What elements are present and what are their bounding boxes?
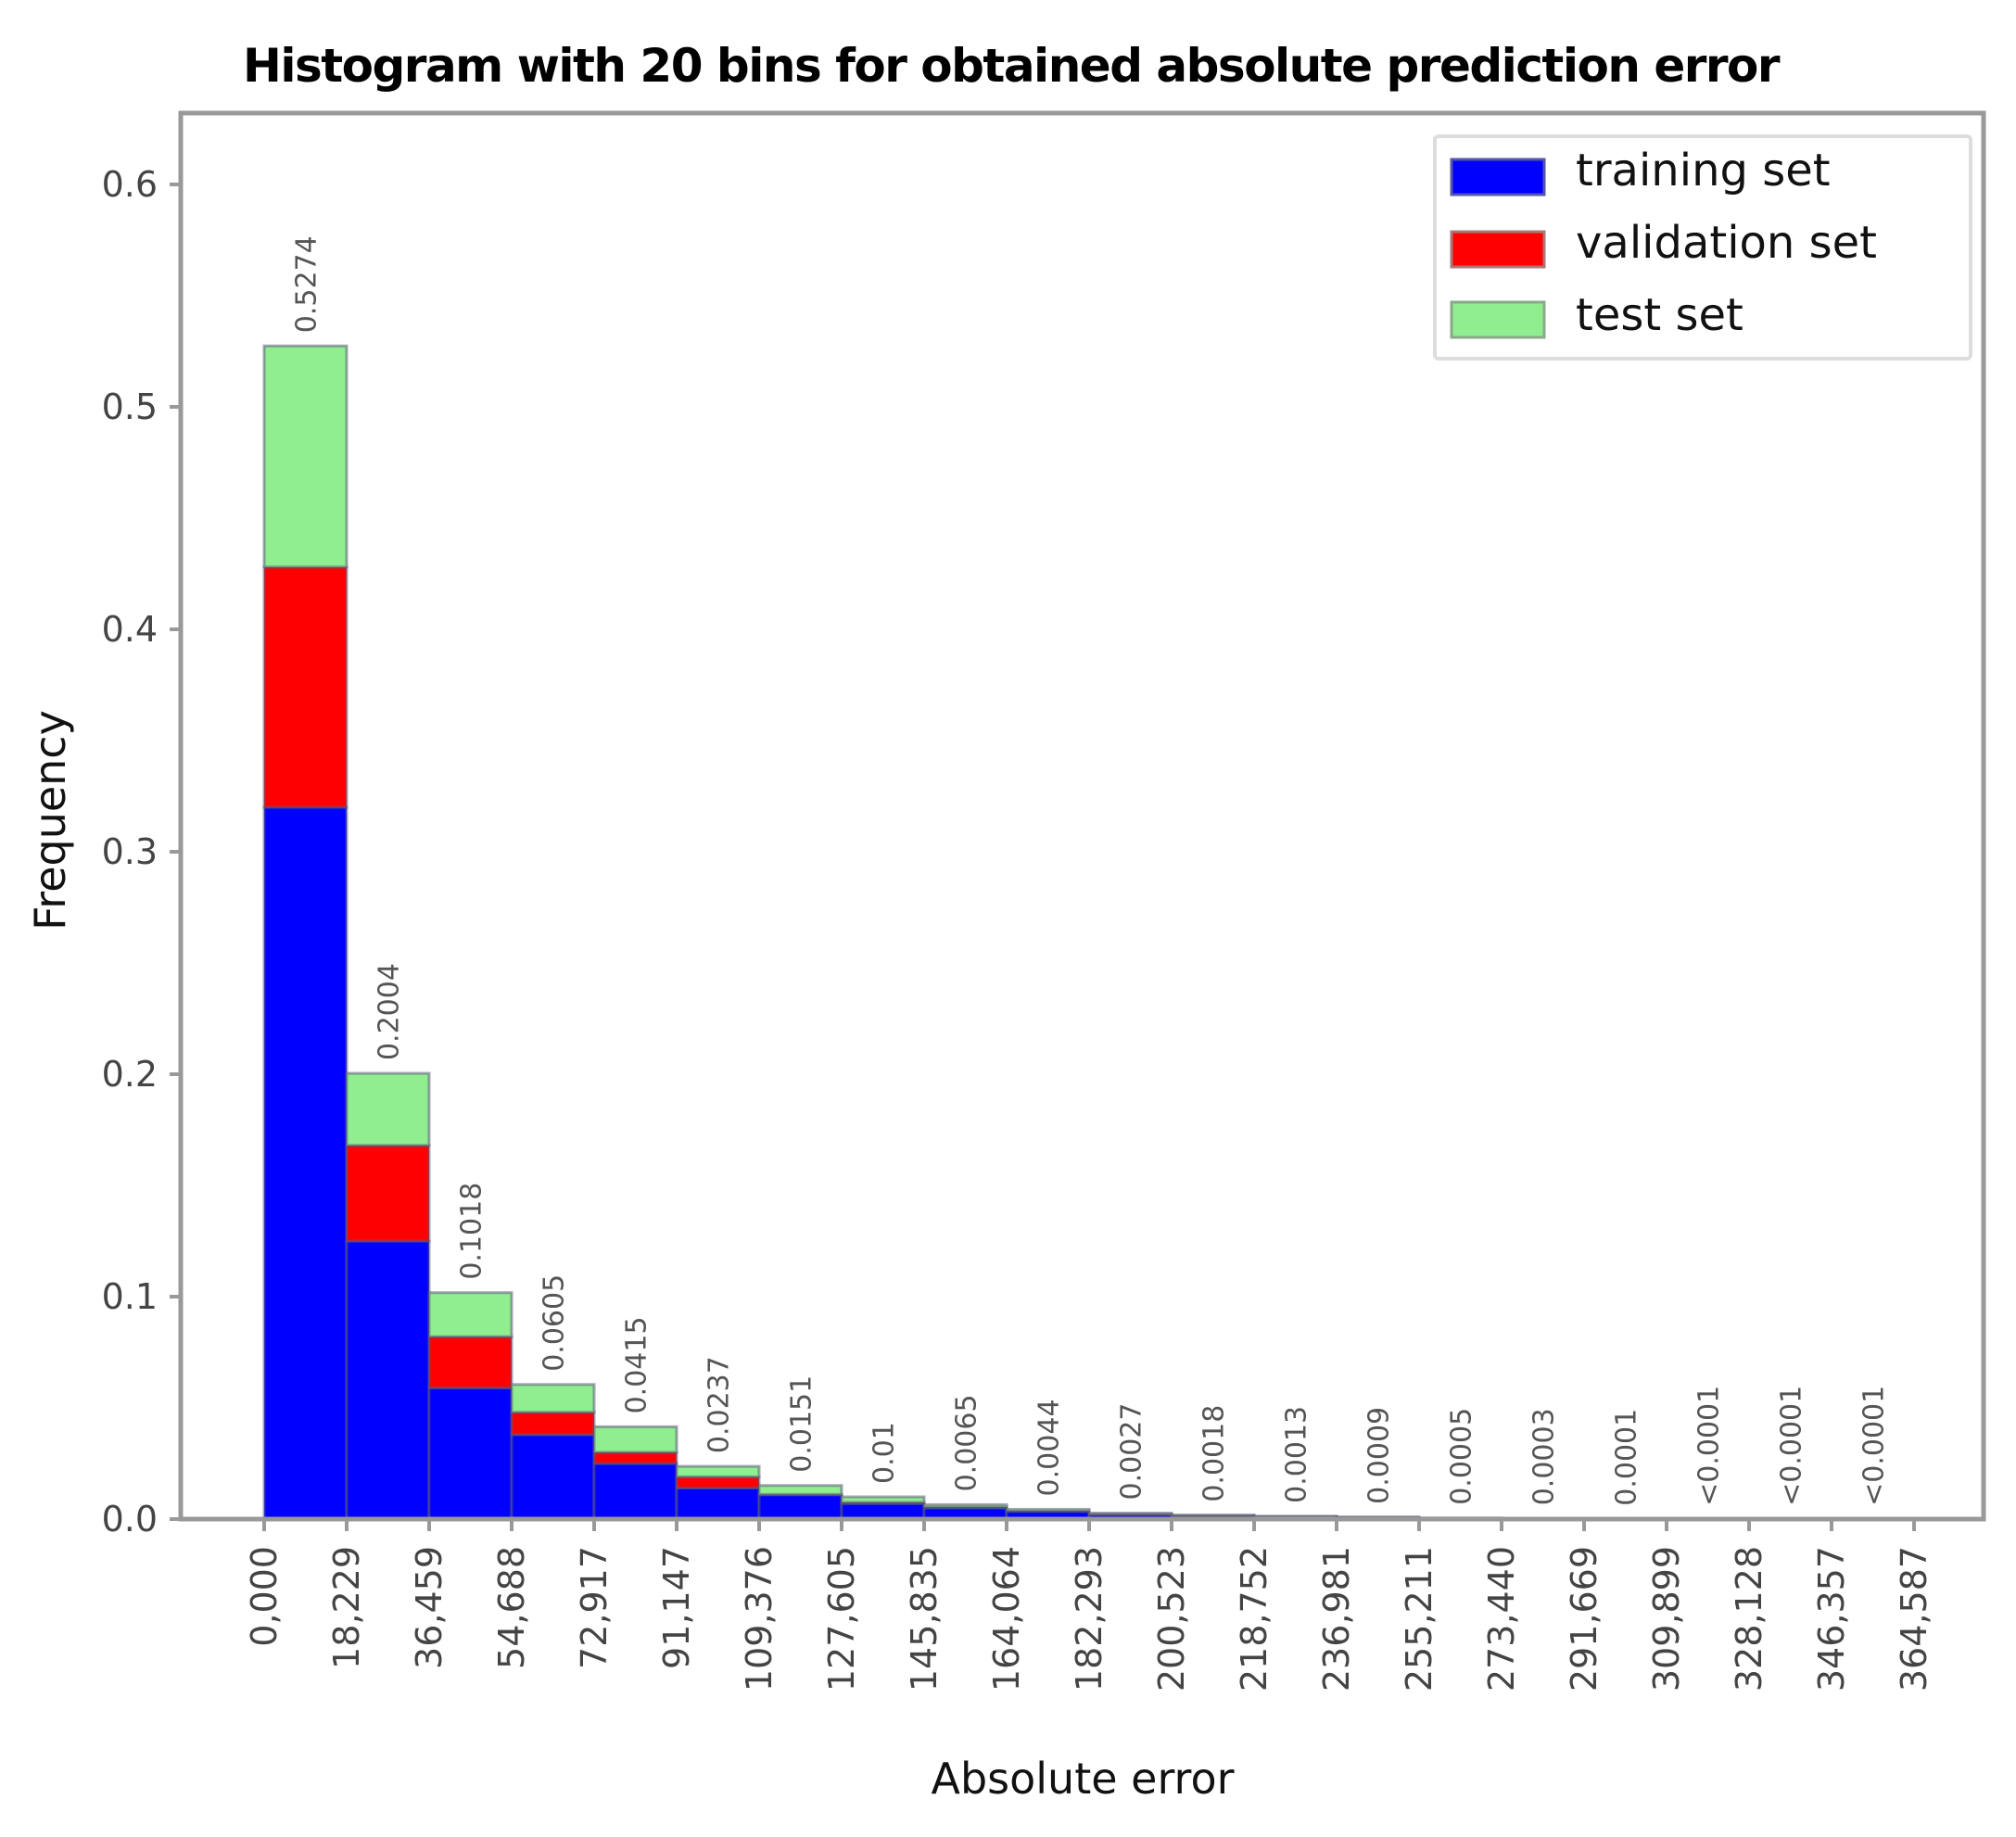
x-tick-label: 36,459 bbox=[409, 1546, 450, 1669]
legend-item-validation: validation set bbox=[1450, 217, 1877, 269]
validation-swatch-icon bbox=[1450, 230, 1546, 269]
y-tick-label: 0.1 bbox=[102, 1276, 158, 1317]
x-axis-ticks: 0,000 18,229 36,459 54,688 72,917 91,147 109,3… bbox=[244, 1519, 1934, 1691]
bar-value-label: 0.0151 bbox=[786, 1375, 818, 1473]
bar-value-label: 0.0013 bbox=[1281, 1406, 1313, 1503]
x-tick-label: 291,669 bbox=[1564, 1546, 1604, 1691]
legend-label-training: training set bbox=[1576, 145, 1831, 196]
bar-value-label: 0.0005 bbox=[1446, 1408, 1478, 1505]
bar-value-label: 0.0065 bbox=[951, 1394, 983, 1491]
bar-value-label: 0.0003 bbox=[1528, 1408, 1561, 1505]
bar-segment-validation-set bbox=[510, 1411, 596, 1437]
x-tick-label: 54,688 bbox=[491, 1546, 532, 1669]
bar-value-label: 0.01 bbox=[869, 1422, 901, 1484]
x-tick-label: 91,147 bbox=[656, 1546, 697, 1669]
x-tick-label: 72,917 bbox=[574, 1546, 615, 1669]
y-axis-ticks: 0.0 0.1 0.2 0.3 0.4 0.5 0.6 bbox=[102, 164, 181, 1539]
chart-title: Histogram with 20 bins for obtained abso… bbox=[243, 39, 1781, 93]
bar-segment-training-set bbox=[675, 1486, 761, 1521]
x-tick-label: 364,587 bbox=[1894, 1546, 1934, 1691]
legend-label-validation: validation set bbox=[1576, 217, 1877, 269]
bar-segment-test-set bbox=[427, 1291, 514, 1338]
bar-segment-test-set bbox=[345, 1071, 431, 1147]
bar-value-label: 0.0018 bbox=[1198, 1405, 1231, 1502]
bars-layer bbox=[262, 344, 1916, 1521]
bar-segment-training-set bbox=[757, 1493, 843, 1521]
bar-segment-validation-set bbox=[675, 1475, 761, 1489]
x-tick-label: 309,899 bbox=[1646, 1546, 1687, 1691]
bar-segment-test-set bbox=[1252, 1514, 1338, 1518]
bar-value-label: 0.0605 bbox=[539, 1274, 571, 1372]
x-tick-label: 109,376 bbox=[739, 1546, 780, 1691]
bar-segment-test-set bbox=[840, 1495, 926, 1504]
y-tick-label: 0.6 bbox=[102, 164, 158, 205]
x-tick-label: 346,357 bbox=[1811, 1546, 1852, 1691]
y-tick-label: 0.4 bbox=[102, 609, 158, 650]
bar-value-label: 0.0415 bbox=[621, 1316, 653, 1413]
bar-segment-validation-set bbox=[345, 1144, 431, 1243]
x-tick-label: 218,752 bbox=[1234, 1546, 1274, 1691]
legend-item-training: training set bbox=[1450, 145, 1831, 196]
bar-segment-training-set bbox=[262, 805, 349, 1521]
y-tick-label: 0.3 bbox=[102, 831, 158, 872]
bar-segment-test-set bbox=[1005, 1507, 1091, 1513]
bar-segment-test-set bbox=[922, 1502, 1008, 1509]
bar-segment-test-set bbox=[510, 1383, 596, 1414]
bar-value-label: 0.2004 bbox=[374, 963, 406, 1060]
legend-item-test: test set bbox=[1450, 289, 1743, 341]
bar-value-label: 0.0001 bbox=[1611, 1409, 1643, 1506]
bar-value-label: 0.0009 bbox=[1363, 1407, 1396, 1504]
y-tick-label: 0.0 bbox=[102, 1499, 158, 1539]
x-tick-label: 200,523 bbox=[1151, 1546, 1192, 1691]
test-swatch-icon bbox=[1450, 300, 1546, 339]
y-axis-label: Frequency bbox=[25, 710, 75, 931]
bar-segment-test-set bbox=[757, 1484, 843, 1496]
bar-value-label: 0.1018 bbox=[456, 1183, 488, 1280]
legend: training set validation set test set bbox=[1433, 134, 1972, 361]
x-axis-label: Absolute error bbox=[931, 1754, 1234, 1804]
legend-label-test: test set bbox=[1576, 289, 1743, 341]
bar-segment-training-set bbox=[427, 1386, 514, 1521]
bar-segment-test-set bbox=[675, 1464, 761, 1478]
bar-segment-training-set bbox=[840, 1501, 926, 1521]
bar-value-labels: 0.5274 0.2004 0.1018 0.0605 0.0415 0.0237 0.01… bbox=[291, 235, 1891, 1506]
x-tick-label: 127,605 bbox=[821, 1546, 862, 1691]
x-tick-label: 255,211 bbox=[1399, 1546, 1439, 1691]
x-tick-label: 145,835 bbox=[904, 1546, 945, 1691]
axes-frame bbox=[178, 110, 1986, 1522]
x-tick-label: 18,229 bbox=[326, 1546, 367, 1669]
bar-value-label: 0.5274 bbox=[291, 235, 323, 333]
bar-segment-validation-set bbox=[592, 1451, 678, 1465]
y-tick-label: 0.5 bbox=[102, 386, 158, 427]
bar-value-label: 0.0237 bbox=[704, 1356, 736, 1453]
bar-segment-validation-set bbox=[427, 1335, 514, 1389]
x-tick-label: 182,293 bbox=[1069, 1546, 1109, 1691]
bar-value-label: 0.0044 bbox=[1033, 1399, 1066, 1496]
bar-segment-test-set bbox=[1170, 1514, 1256, 1517]
bar-segment-training-set bbox=[510, 1433, 596, 1521]
x-tick-label: 0,000 bbox=[244, 1546, 285, 1647]
bar-segment-test-set bbox=[262, 344, 349, 569]
x-tick-label: 236,981 bbox=[1316, 1546, 1357, 1691]
bar-segment-training-set bbox=[345, 1239, 431, 1521]
bar-segment-training-set bbox=[592, 1462, 678, 1521]
bar-value-label: <0.0001 bbox=[1858, 1386, 1891, 1506]
bar-value-label: 0.0027 bbox=[1116, 1403, 1148, 1501]
bar-segment-test-set bbox=[592, 1425, 678, 1454]
legend-box bbox=[1433, 134, 1972, 361]
training-swatch-icon bbox=[1450, 158, 1546, 196]
bar-value-label: <0.0001 bbox=[1693, 1386, 1726, 1506]
bar-segment-validation-set bbox=[262, 565, 349, 809]
x-tick-label: 273,440 bbox=[1481, 1546, 1522, 1691]
y-tick-label: 0.2 bbox=[102, 1054, 158, 1095]
x-tick-label: 328,128 bbox=[1729, 1546, 1769, 1691]
bar-value-label: <0.0001 bbox=[1776, 1386, 1808, 1506]
x-tick-label: 164,064 bbox=[986, 1546, 1027, 1691]
